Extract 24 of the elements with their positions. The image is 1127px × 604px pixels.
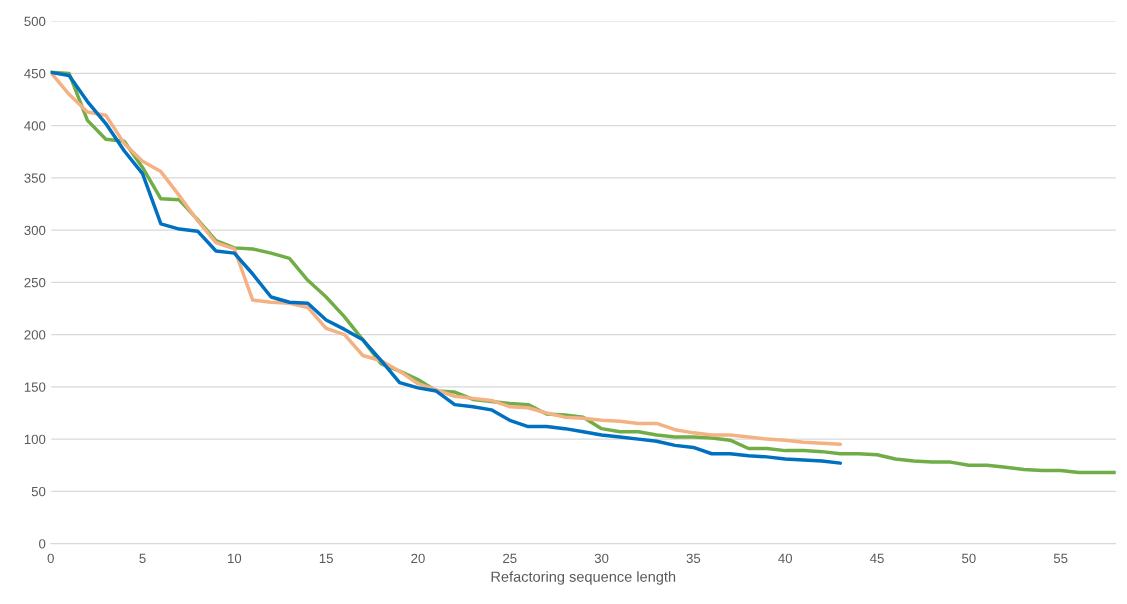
x-tick-label: 35: [686, 553, 701, 564]
y-tick-label: 400: [24, 121, 46, 131]
x-tick-label: 15: [319, 553, 333, 564]
x-axis-title: Refactoring sequence length: [491, 571, 676, 585]
x-tick-label: 20: [411, 553, 425, 564]
y-tick-label: 100: [24, 434, 46, 445]
y-tick-label: 300: [24, 225, 46, 236]
x-tick-label: 45: [869, 553, 884, 564]
y-tick-label: 450: [24, 68, 46, 79]
y-tick-label: 200: [24, 330, 46, 340]
x-tick-label: 0: [47, 553, 54, 564]
x-tick-label: 55: [1053, 553, 1068, 564]
x-tick-label: 25: [503, 553, 517, 564]
x-tick-label: 50: [962, 553, 976, 564]
x-tick-label: 40: [778, 553, 793, 564]
y-tick-label: 500: [24, 16, 46, 27]
x-tick-label: 5: [139, 553, 146, 564]
y-tick-label: 250: [24, 277, 46, 288]
x-tick-label: 10: [228, 553, 242, 564]
y-tick-label: 0: [39, 539, 46, 549]
y-tick-label: 150: [24, 382, 46, 392]
x-tick-label: 30: [594, 553, 609, 564]
y-tick-label: 50: [31, 486, 46, 497]
y-tick-label: 350: [24, 173, 46, 183]
